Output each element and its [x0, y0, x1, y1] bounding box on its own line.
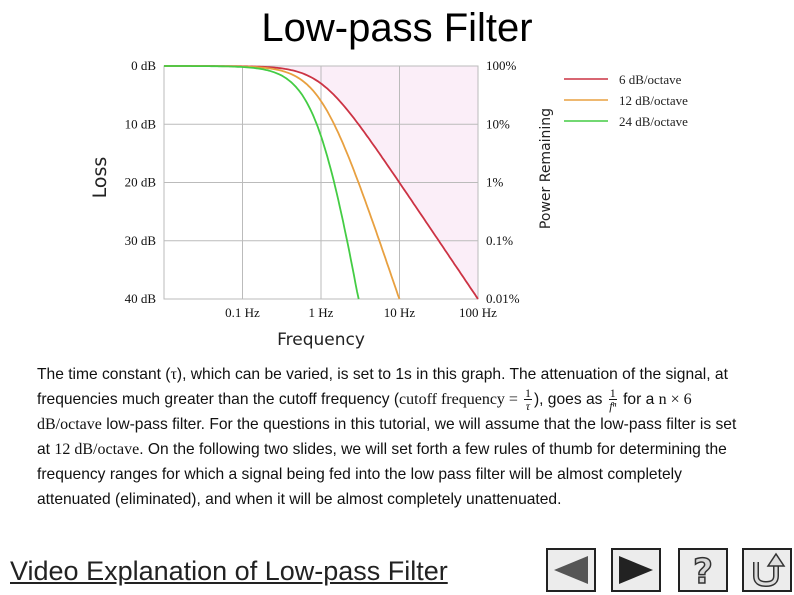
y2-tick-label: 0.01% [486, 291, 520, 306]
legend-label: 24 dB/octave [619, 114, 688, 129]
y2-tick-label: 1% [486, 175, 504, 190]
text-segment: ), which can be varied, is set to 1s in … [37, 366, 728, 408]
video-explanation-link[interactable]: Video Explanation of Low-pass Filter [10, 556, 448, 586]
y-tick-label: 30 dB [125, 233, 157, 248]
fraction-denominator: τ [525, 399, 531, 414]
chart-lines [164, 65, 479, 300]
y2-tick-label: 10% [486, 116, 510, 131]
tau-symbol: τ [170, 366, 177, 383]
power-fraction: 1 fⁿ [608, 386, 617, 414]
legend-label: 12 dB/octave [619, 93, 688, 108]
text-segment: The time constant ( [37, 366, 171, 383]
question-mark-icon: ? [692, 551, 713, 590]
back-button[interactable] [546, 548, 596, 592]
fraction-numerator: 1 [523, 386, 532, 401]
y-tick-label: 0 dB [131, 58, 156, 73]
fraction-denominator: fⁿ [609, 399, 617, 414]
y2-tick-label: 0.1% [486, 233, 513, 248]
chart-legend: 6 dB/octave 12 dB/octave 24 dB/octave [564, 72, 688, 129]
text-segment: for a [618, 391, 659, 408]
forward-button[interactable] [611, 548, 661, 592]
y-tick-label: 10 dB [125, 116, 157, 131]
series-line [164, 65, 360, 300]
y-axis-title: Loss [89, 157, 111, 199]
y2-tick-label: 100% [486, 58, 517, 73]
cutoff-formula: cutoff frequency = [399, 391, 522, 408]
y2-axis-title: Power Remaining [538, 108, 554, 229]
legend-label: 6 dB/octave [619, 72, 682, 87]
text-segment: ), goes as [533, 391, 607, 408]
loss-frequency-chart: 0 dB 10 dB 20 dB 30 dB 40 dB 100% 10% 1% 0.1% 0.0… [89, 58, 688, 350]
y-tick-label: 40 dB [125, 291, 157, 306]
x-axis-title: Frequency [277, 330, 365, 350]
slope-formula: n × 6 dB/octave [37, 391, 692, 434]
x-tick-label: 10 Hz [384, 305, 416, 320]
triangle-right-icon [619, 556, 653, 584]
x-tick-label: 100 Hz [459, 305, 497, 320]
y-tick-label: 20 dB [125, 175, 157, 190]
x-tick-label: 1 Hz [309, 305, 334, 320]
help-button[interactable]: ? [678, 548, 728, 592]
slope-value: 12 dB/octave [54, 441, 140, 459]
fraction-numerator: 1 [608, 386, 617, 401]
return-arrow-icon [753, 552, 786, 588]
x-tick-label: 0.1 Hz [225, 305, 260, 320]
text-segment: low-pass filter. For the questions in th… [37, 416, 737, 459]
chart-grid [163, 65, 479, 300]
triangle-left-icon [554, 556, 588, 584]
text-segment: . On the following two slides, we will s… [37, 441, 727, 509]
return-button[interactable] [742, 548, 792, 592]
chart-labels: 0 dB 10 dB 20 dB 30 dB 40 dB 100% 10% 1% 0.1% 0.0… [89, 58, 554, 350]
page-title: Low-pass Filter [261, 6, 533, 50]
svg-text:?: ? [693, 552, 713, 590]
description-paragraph: The time constant (τ), which can be vari… [37, 362, 749, 512]
